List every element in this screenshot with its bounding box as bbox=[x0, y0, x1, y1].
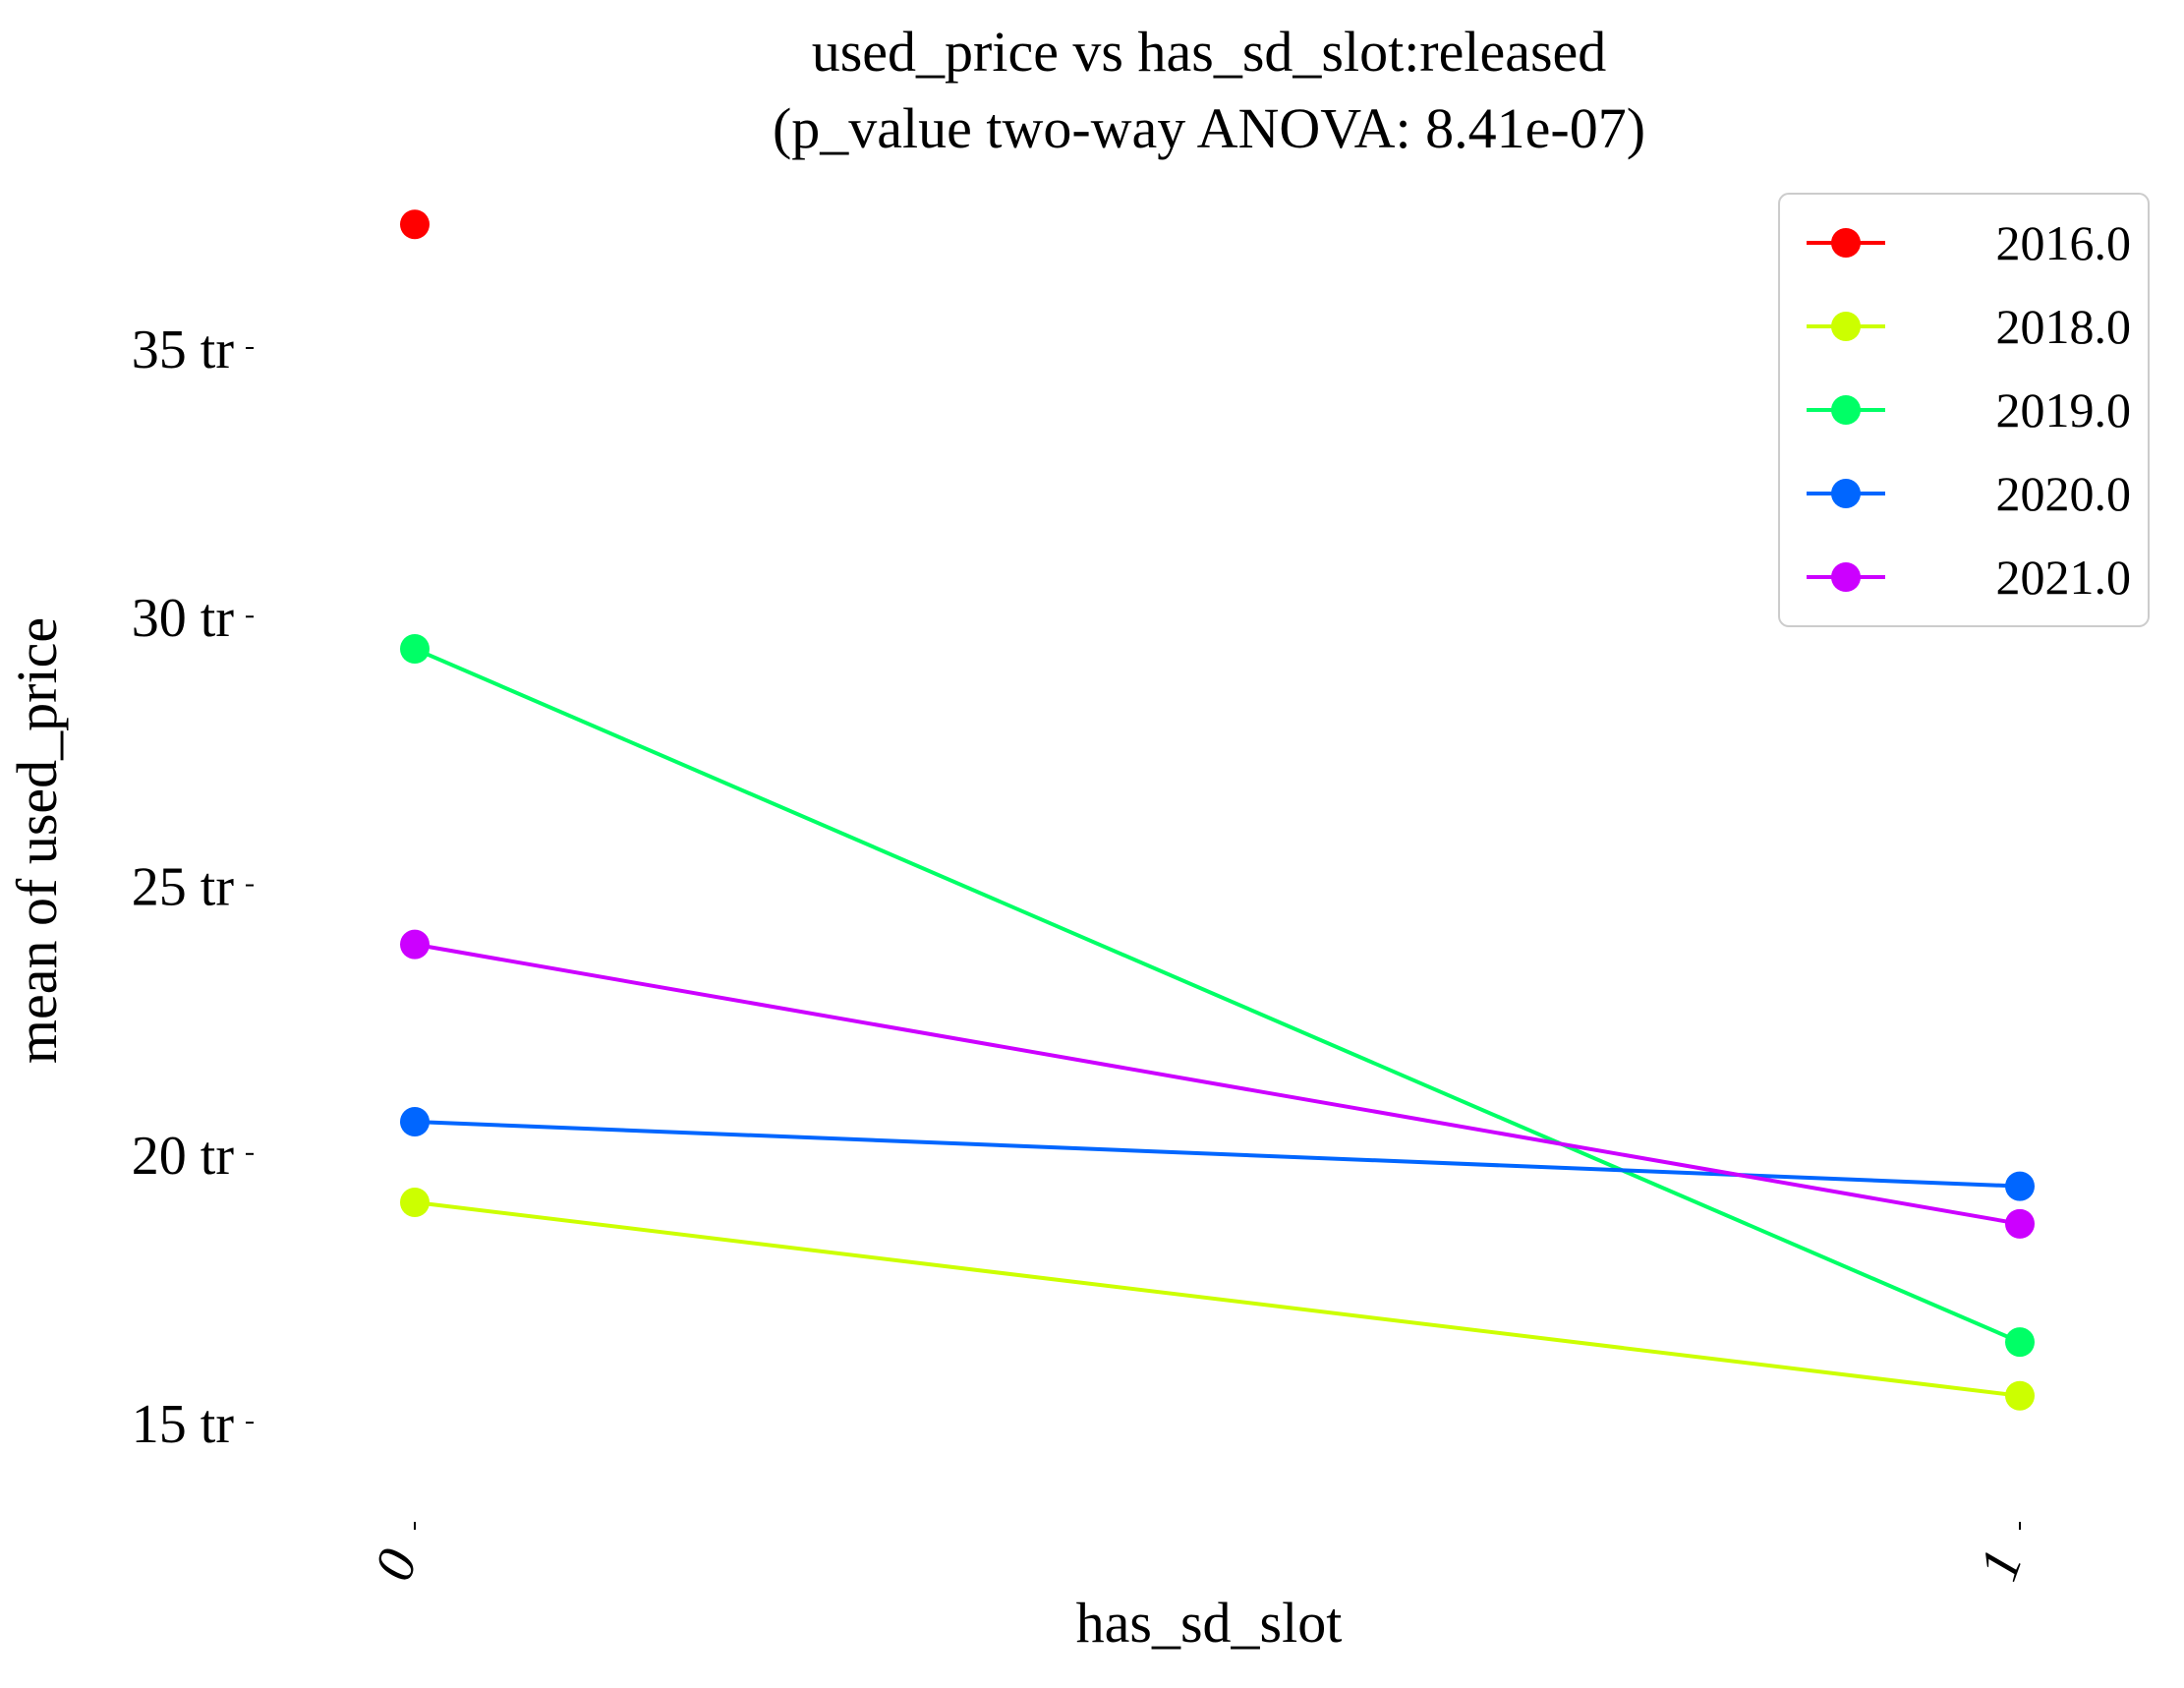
data-point bbox=[400, 209, 430, 240]
series-2021.0 bbox=[400, 929, 2035, 1239]
legend-label: 2016.0 bbox=[1996, 215, 2132, 270]
y-tick-label: 30 tr bbox=[132, 588, 235, 649]
legend-swatch-marker bbox=[1831, 479, 1861, 508]
data-point bbox=[400, 929, 430, 960]
data-point bbox=[2005, 1380, 2035, 1411]
legend-label: 2020.0 bbox=[1996, 466, 2132, 521]
legend-item: 2019.0 bbox=[1807, 382, 2131, 437]
legend: 2016.0 2018.0 2019.0 2020.0 2021.0 bbox=[1778, 193, 2150, 627]
legend-swatch-marker bbox=[1831, 395, 1861, 425]
y-tick-label: 25 tr bbox=[132, 857, 235, 918]
series-2020.0 bbox=[400, 1107, 2035, 1201]
series-line bbox=[414, 647, 2021, 1344]
x-axis-label: has_sd_slot bbox=[1076, 1591, 1343, 1655]
legend-label: 2019.0 bbox=[1996, 382, 2132, 437]
legend-item: 2016.0 bbox=[1807, 215, 2131, 270]
data-point bbox=[400, 634, 430, 665]
series-2018.0 bbox=[400, 1187, 2035, 1411]
y-axis-label: mean of used_price bbox=[5, 617, 69, 1064]
data-point bbox=[2005, 1208, 2035, 1239]
legend-swatch-marker bbox=[1831, 312, 1861, 341]
legend-swatch-marker bbox=[1831, 562, 1861, 592]
x-tick-label: 1 bbox=[1968, 1542, 2035, 1589]
data-point bbox=[400, 1187, 430, 1217]
legend-box bbox=[1778, 193, 2150, 627]
series-line bbox=[414, 1120, 2021, 1189]
legend-label: 2018.0 bbox=[1996, 299, 2132, 354]
series-line bbox=[414, 1200, 2021, 1398]
series-line bbox=[414, 942, 2021, 1226]
data-point bbox=[2005, 1171, 2035, 1201]
y-tick-label: 35 tr bbox=[132, 320, 235, 380]
x-tick-label: 0 bbox=[363, 1542, 430, 1589]
legend-items: 2016.0 2018.0 2019.0 2020.0 2021.0 bbox=[1807, 215, 2131, 605]
legend-swatch-marker bbox=[1831, 228, 1861, 258]
data-point bbox=[400, 1107, 430, 1137]
chart-title-line-1: used_price vs has_sd_slot:released bbox=[812, 20, 1607, 84]
series-layer bbox=[400, 209, 2035, 1411]
legend-item: 2020.0 bbox=[1807, 466, 2131, 521]
series-2019.0 bbox=[400, 634, 2035, 1358]
y-tick-label: 15 tr bbox=[132, 1394, 235, 1455]
y-axis: 15 tr 20 tr 25 tr 30 tr 35 tr bbox=[132, 320, 254, 1455]
legend-label: 2021.0 bbox=[1996, 550, 2132, 605]
legend-item: 2021.0 bbox=[1807, 550, 2131, 605]
y-tick-label: 20 tr bbox=[132, 1126, 235, 1187]
series-2016.0 bbox=[400, 209, 430, 240]
chart-title: used_price vs has_sd_slot:released (p_va… bbox=[773, 20, 1645, 160]
data-point bbox=[2005, 1327, 2035, 1358]
legend-item: 2018.0 bbox=[1807, 299, 2131, 354]
chart-title-line-2: (p_value two-way ANOVA: 8.41e-07) bbox=[773, 96, 1645, 160]
